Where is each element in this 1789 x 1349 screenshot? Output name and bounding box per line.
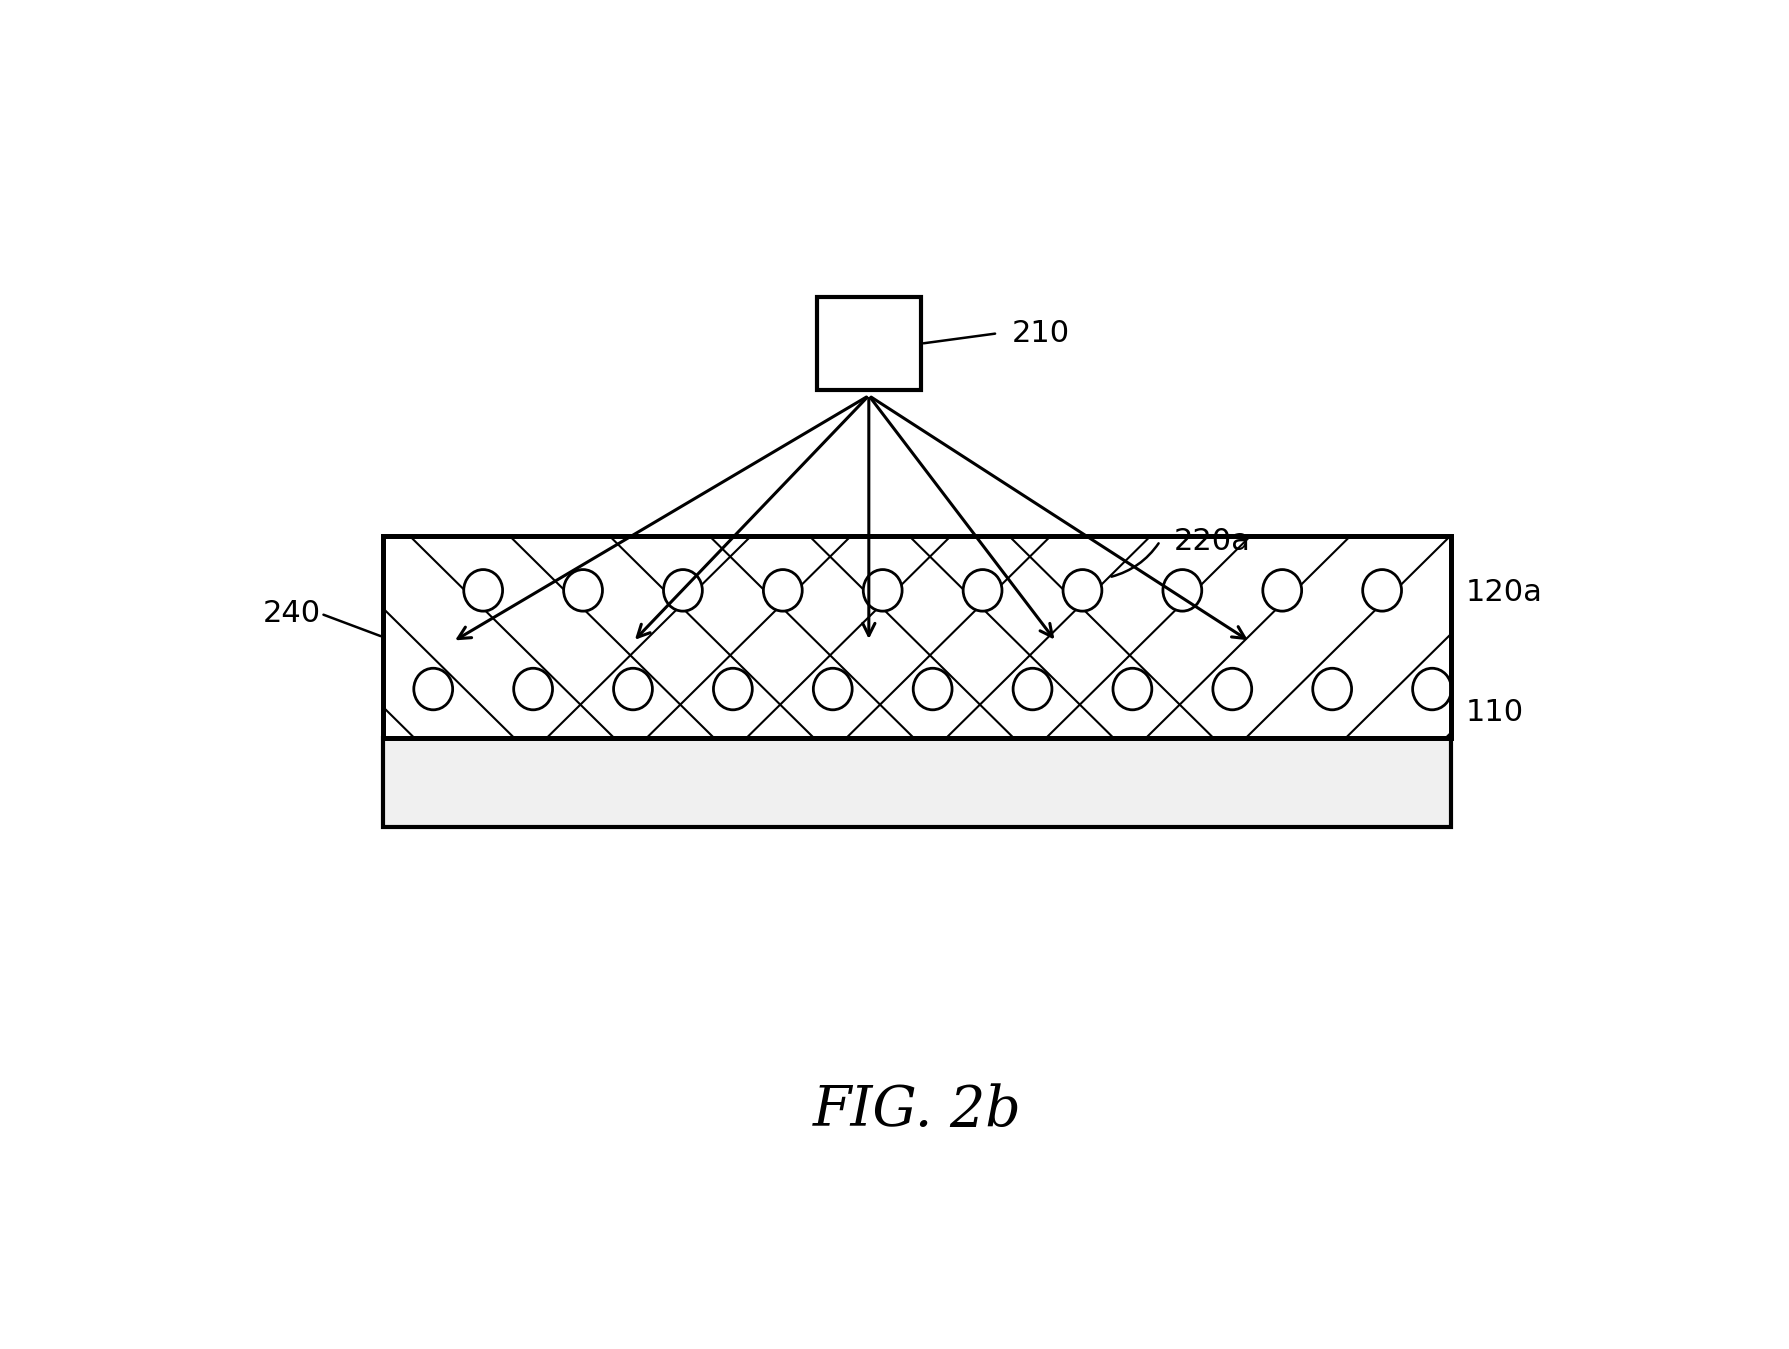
Ellipse shape [912,668,952,710]
Ellipse shape [564,569,603,611]
Text: 220a: 220a [1174,526,1251,556]
Ellipse shape [1412,668,1451,710]
Bar [383,536,1451,738]
Ellipse shape [1261,569,1301,611]
Ellipse shape [862,569,902,611]
Ellipse shape [962,569,1002,611]
Text: 210: 210 [1011,318,1070,348]
Ellipse shape [1113,668,1150,710]
Ellipse shape [1163,569,1200,611]
Text: 240: 240 [263,599,320,629]
Ellipse shape [664,569,701,611]
Ellipse shape [1063,569,1102,611]
Ellipse shape [1311,668,1351,710]
Ellipse shape [714,668,751,710]
Text: 110: 110 [1465,697,1522,727]
Text: 120a: 120a [1465,579,1542,607]
Ellipse shape [762,569,801,611]
Ellipse shape [1213,668,1251,710]
Bar [383,738,1451,827]
Bar [816,297,920,390]
Ellipse shape [614,668,651,710]
Ellipse shape [513,668,553,710]
Ellipse shape [463,569,503,611]
Bar [383,536,1451,738]
Ellipse shape [1013,668,1052,710]
Text: FIG. 2b: FIG. 2b [812,1083,1022,1139]
Ellipse shape [413,668,453,710]
Ellipse shape [1361,569,1401,611]
Ellipse shape [812,668,852,710]
